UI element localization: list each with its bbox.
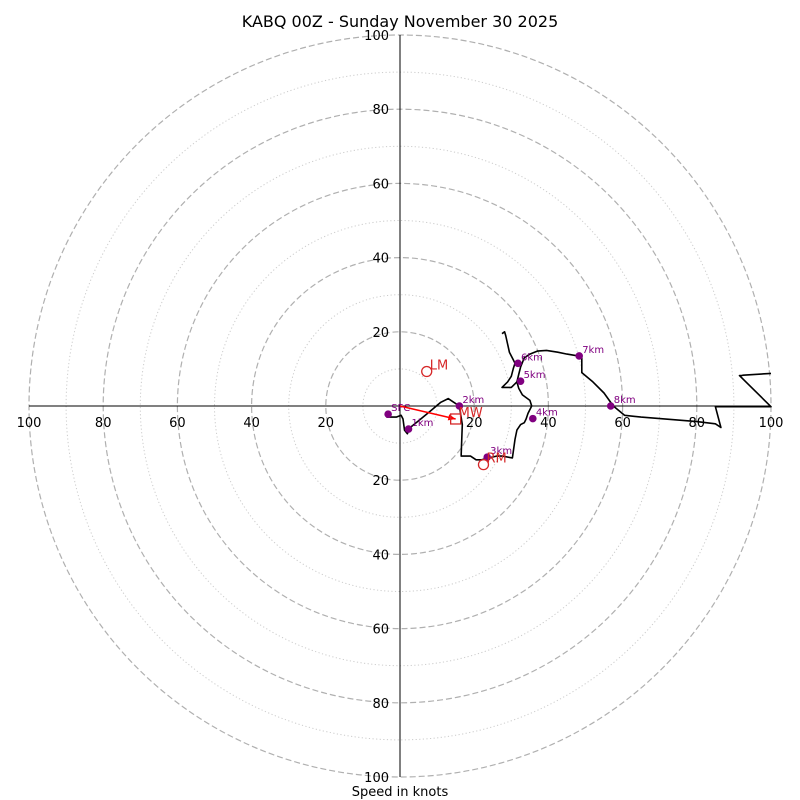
x-tick-label: 40 bbox=[243, 416, 260, 431]
x-tick-label: 100 bbox=[17, 416, 42, 431]
height-label-3km: 3km bbox=[490, 446, 512, 457]
motion-marker-lm bbox=[421, 365, 433, 378]
height-marker-6km bbox=[514, 359, 522, 368]
x-tick-label: 80 bbox=[689, 416, 706, 431]
height-label-5km: 5km bbox=[524, 370, 546, 381]
y-tick-label: 20 bbox=[372, 474, 389, 489]
mean-wind-vector bbox=[399, 405, 456, 420]
x-tick-label: 20 bbox=[466, 416, 483, 431]
height-label-8km: 8km bbox=[614, 395, 636, 406]
motion-label-rm: RM bbox=[486, 452, 506, 467]
height-label-4km: 4km bbox=[536, 408, 558, 419]
y-tick-label: 80 bbox=[372, 103, 389, 118]
height-label-2km: 2km bbox=[462, 395, 484, 406]
y-tick-label: 40 bbox=[372, 252, 389, 267]
x-tick-label: 80 bbox=[95, 416, 112, 431]
height-marker-5km bbox=[516, 377, 525, 385]
height-marker-7km bbox=[575, 352, 583, 360]
height-marker-8km bbox=[606, 402, 615, 410]
height-label-6km: 6km bbox=[521, 352, 543, 363]
height-label-1km: 1km bbox=[412, 418, 434, 429]
motion-marker-rm bbox=[477, 458, 490, 471]
motion-label-mw: MW bbox=[459, 406, 483, 421]
storm-motion-markers: LM RM MW bbox=[399, 358, 507, 471]
y-tick-label: 60 bbox=[372, 177, 389, 192]
hodograph-trace bbox=[386, 330, 772, 461]
motion-marker-mw bbox=[449, 413, 462, 425]
y-tick-label: 100 bbox=[364, 29, 389, 44]
y-tick-label: 60 bbox=[372, 623, 389, 638]
height-marker-2km bbox=[455, 402, 464, 410]
y-tick-label: 80 bbox=[372, 697, 389, 712]
x-tick-label: 60 bbox=[169, 416, 186, 431]
axis-tick-labels: 100 80 60 40 20 20 40 60 80 100 100 80 60 40 20 20 40 60 8… bbox=[17, 29, 784, 786]
chart-title: KABQ 00Z - Sunday November 30 2025 bbox=[242, 12, 559, 31]
height-label-7km: 7km bbox=[582, 345, 604, 356]
hodograph-trace-loop bbox=[501, 330, 518, 389]
y-tick-label: 20 bbox=[372, 326, 389, 341]
height-marker-1km bbox=[404, 425, 413, 433]
motion-label-lm: LM bbox=[430, 358, 448, 373]
y-tick-label: 100 bbox=[364, 771, 389, 786]
height-marker-4km bbox=[529, 414, 537, 423]
mean-wind-arrowhead bbox=[447, 414, 456, 421]
hodograph-trace-line bbox=[386, 349, 772, 461]
x-tick-label: 100 bbox=[759, 416, 784, 431]
height-label-sfc: SFC bbox=[391, 403, 410, 414]
y-tick-label: 40 bbox=[372, 548, 389, 563]
x-tick-label: 20 bbox=[318, 416, 335, 431]
x-tick-label: 60 bbox=[614, 416, 631, 431]
height-marker-sfc bbox=[384, 410, 392, 418]
x-axis-label: Speed in knots bbox=[352, 785, 449, 800]
x-tick-label: 40 bbox=[540, 416, 557, 431]
